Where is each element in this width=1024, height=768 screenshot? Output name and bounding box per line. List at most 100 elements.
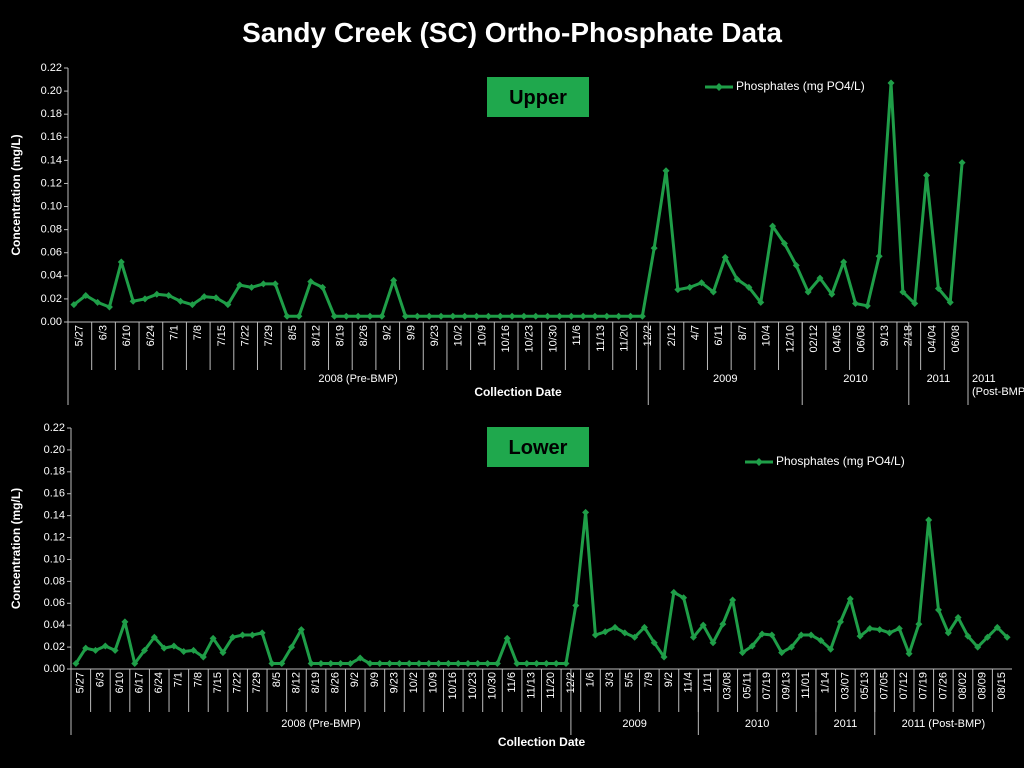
- data-point: [376, 660, 384, 668]
- data-point: [354, 312, 362, 320]
- legend-marker: [755, 458, 763, 466]
- data-point: [686, 283, 694, 291]
- series-line: [72, 81, 964, 318]
- data-point: [719, 620, 727, 628]
- data-point: [200, 293, 208, 301]
- x-tick-label: 08/15: [996, 672, 1008, 700]
- x-tick-label: 10/16: [447, 672, 459, 700]
- data-point: [199, 653, 207, 661]
- y-tick-label: 0.22: [41, 62, 62, 74]
- x-tick-label: 07/19: [761, 672, 773, 700]
- x-tick-label: 6/24: [153, 672, 165, 693]
- group-label: 2011: [927, 373, 951, 385]
- x-tick-label: 11/20: [618, 325, 630, 352]
- data-point: [295, 312, 303, 320]
- y-tick-label: 0.14: [41, 154, 62, 166]
- data-point: [875, 252, 883, 260]
- data-point: [520, 312, 528, 320]
- data-point: [297, 626, 305, 634]
- data-point: [964, 632, 972, 640]
- data-point: [523, 660, 531, 668]
- y-tick-label: 0.04: [44, 619, 65, 631]
- data-point: [464, 660, 472, 668]
- data-point: [288, 643, 296, 651]
- data-point: [944, 629, 952, 637]
- data-point: [674, 286, 682, 294]
- data-point: [946, 298, 954, 306]
- x-tick-label: 10/23: [524, 325, 536, 353]
- data-point: [758, 630, 766, 638]
- x-tick-label: 6/3: [97, 325, 109, 340]
- data-point: [188, 301, 196, 309]
- data-point: [804, 288, 812, 296]
- data-point: [958, 159, 966, 167]
- data-point: [934, 285, 942, 293]
- data-point: [591, 312, 599, 320]
- data-point: [72, 660, 80, 668]
- data-point: [709, 639, 717, 647]
- data-point: [248, 283, 256, 291]
- data-point: [461, 312, 469, 320]
- data-point: [567, 312, 575, 320]
- group-label: 2011 (Post-BMP): [902, 718, 986, 730]
- data-point: [863, 302, 871, 310]
- x-tick-label: 9/13: [879, 325, 891, 346]
- data-point: [680, 594, 688, 602]
- data-point: [160, 644, 168, 652]
- data-point: [925, 516, 933, 524]
- y-tick-label: 0.10: [41, 200, 62, 212]
- data-point: [640, 623, 648, 631]
- slide-title: Sandy Creek (SC) Ortho-Phosphate Data: [242, 17, 782, 48]
- data-point: [660, 653, 668, 661]
- x-tick-label: 07/19: [918, 672, 930, 700]
- data-point: [915, 620, 923, 628]
- x-tick-label: 1/6: [584, 672, 596, 687]
- panel-label: Lower: [509, 437, 568, 459]
- x-tick-label: 9/9: [405, 325, 417, 340]
- x-tick-label: 7/1: [168, 325, 180, 340]
- data-point: [117, 258, 125, 266]
- x-tick-label: 7/8: [192, 672, 204, 687]
- data-point: [165, 291, 173, 299]
- y-tick-label: 0.14: [44, 510, 65, 522]
- data-point: [816, 274, 824, 282]
- data-point: [444, 660, 452, 668]
- data-point: [797, 631, 805, 639]
- data-point: [650, 639, 658, 647]
- data-point: [474, 660, 482, 668]
- data-point: [852, 300, 859, 308]
- data-point: [131, 660, 139, 668]
- data-point: [748, 642, 756, 650]
- data-point: [689, 633, 697, 641]
- data-point: [787, 643, 795, 651]
- x-tick-label: 7/9: [643, 672, 655, 687]
- x-tick-label: 8/5: [271, 672, 283, 687]
- data-point: [356, 654, 364, 662]
- data-point: [533, 660, 541, 668]
- x-tick-label: 8/19: [310, 672, 322, 693]
- x-tick-label: 7/22: [232, 672, 244, 693]
- data-point: [493, 660, 501, 668]
- data-point: [496, 312, 504, 320]
- x-tick-label: 7/8: [192, 325, 204, 340]
- y-tick-label: 0.06: [41, 247, 62, 259]
- y-tick-label: 0.18: [41, 108, 62, 120]
- panel-label: Upper: [509, 87, 567, 109]
- data-point: [278, 660, 286, 668]
- data-point: [209, 634, 217, 642]
- data-point: [745, 283, 753, 291]
- data-point: [141, 646, 149, 654]
- data-point: [721, 253, 729, 261]
- data-point: [307, 660, 315, 668]
- data-point: [866, 624, 874, 632]
- y-tick-label: 0.04: [41, 270, 62, 282]
- x-tick-label: 11/20: [545, 672, 557, 699]
- data-point: [366, 660, 374, 668]
- x-tick-label: 12/10: [784, 325, 796, 353]
- x-tick-label: 03/08: [722, 672, 734, 700]
- data-point: [1003, 633, 1011, 641]
- data-point: [887, 79, 895, 87]
- x-tick-label: 9/9: [369, 672, 381, 687]
- data-point: [82, 644, 90, 652]
- data-point: [974, 643, 982, 651]
